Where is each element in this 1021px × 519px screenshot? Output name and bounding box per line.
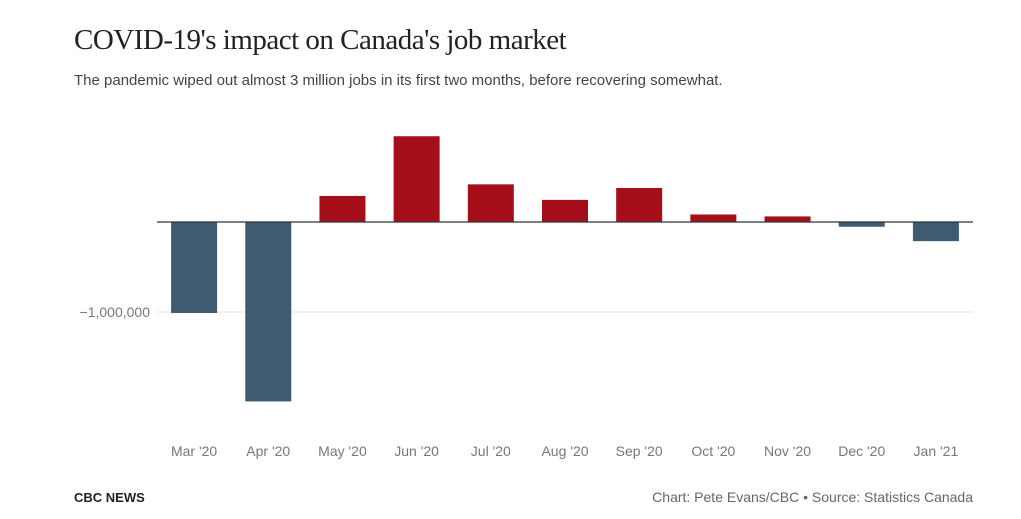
brand-logo: CBC NEWS	[74, 490, 145, 505]
bar-9	[838, 222, 885, 227]
x-tick-label: Jul '20	[471, 443, 511, 459]
x-tick-label: Sep '20	[616, 443, 663, 459]
x-tick-label: Oct '20	[691, 443, 735, 459]
bar-6	[616, 187, 663, 222]
chart-subtitle: The pandemic wiped out almost 3 million …	[74, 72, 723, 89]
x-tick-label: Dec '20	[838, 443, 885, 459]
bar-0	[171, 222, 218, 313]
bar-3	[393, 136, 440, 222]
bar-5	[542, 199, 588, 222]
x-tick-label: Mar '20	[171, 443, 217, 459]
x-tick-label: Apr '20	[246, 443, 290, 459]
bar-10	[912, 222, 959, 242]
x-tick-label: May '20	[318, 443, 367, 459]
chart-title: COVID-19's impact on Canada's job market	[74, 24, 567, 56]
bar-chart: −1,000,000 Mar '20 Apr '20 May '20 Jun '20 Ju…	[80, 136, 973, 459]
bar-8	[764, 216, 811, 222]
x-tick-label: Nov '20	[764, 443, 811, 459]
bar-1	[245, 222, 292, 402]
bar-2	[319, 195, 366, 222]
chart-credit: Chart: Pete Evans/CBC • Source: Statisti…	[652, 489, 973, 505]
x-tick-label: Aug '20	[541, 443, 588, 459]
bar-4	[467, 184, 514, 222]
y-tick-label: −1,000,000	[80, 304, 151, 320]
x-tick-label: Jun '20	[394, 443, 439, 459]
bar-7	[690, 214, 737, 222]
x-tick-label: Jan '21	[914, 443, 959, 459]
